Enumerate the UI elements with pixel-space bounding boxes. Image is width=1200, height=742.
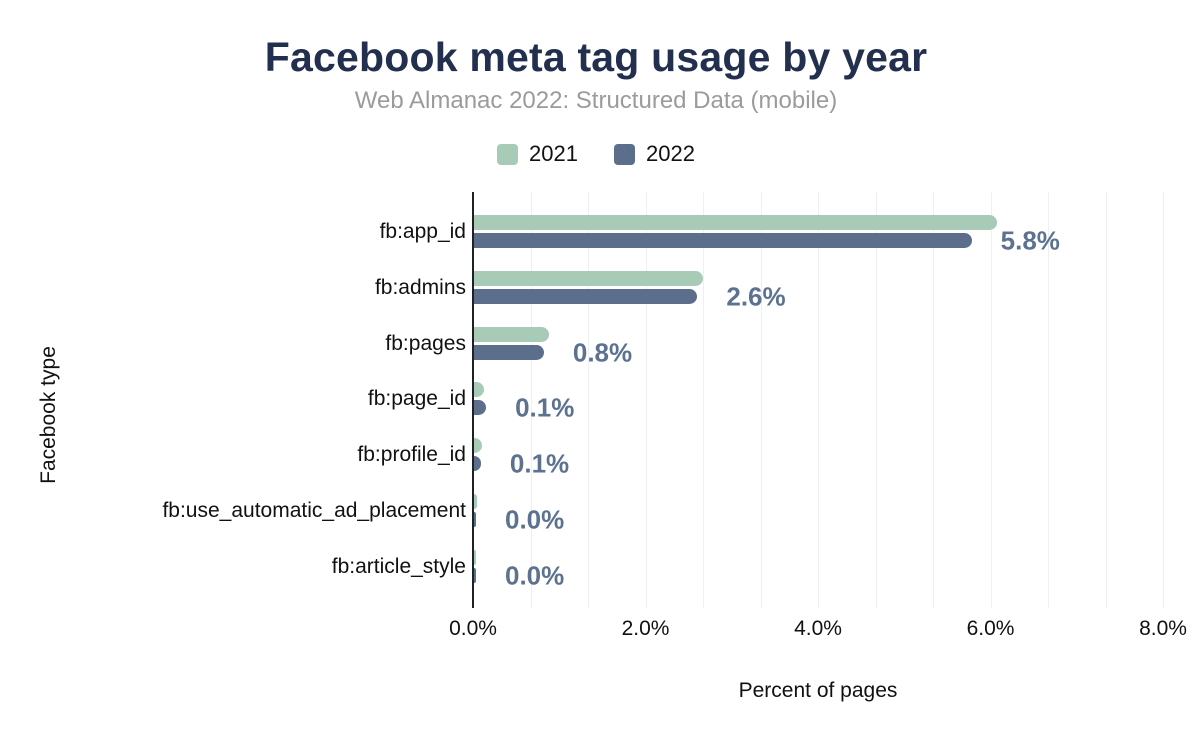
bar-2021-fb:article_style xyxy=(474,549,476,565)
chart-subtitle: Web Almanac 2022: Structured Data (mobil… xyxy=(354,87,838,114)
legend-label: 2021 xyxy=(529,141,578,166)
bar-2021-fb:profile_id xyxy=(474,438,482,454)
x-axis-title: Percent of pages xyxy=(738,679,898,702)
value-label: 2.6% xyxy=(726,281,786,312)
gridline xyxy=(818,192,819,608)
value-label: 0.1% xyxy=(509,448,570,479)
gridline xyxy=(588,192,589,608)
bar-2022-fb:profile_id xyxy=(474,456,481,472)
legend-item-2022: 2022 xyxy=(614,141,695,167)
x-tick-label: 0.0% xyxy=(449,617,497,640)
bar-2021-fb:page_id xyxy=(474,382,485,398)
value-label: 0.0% xyxy=(505,560,565,591)
category-label: fb:pages xyxy=(385,331,466,355)
x-tick-label: 4.0% xyxy=(794,617,842,640)
y-axis-title: Facebook type xyxy=(37,346,60,484)
plot-area: 5.8% 2.6% 0.8% 0.1% 0.1% 0.0% 0.0% xyxy=(472,192,1164,608)
value-label: 0.8% xyxy=(572,337,633,368)
legend-label: 2022 xyxy=(646,141,695,166)
legend: 2021 2022 xyxy=(0,141,1192,167)
chart-title: Facebook meta tag usage by year xyxy=(264,34,928,80)
x-tick-label: 2.0% xyxy=(621,617,670,640)
category-label: fb:admins xyxy=(374,275,466,299)
gridline xyxy=(645,192,647,608)
gridline xyxy=(1163,192,1164,608)
bar-2022-fb:app_id xyxy=(474,233,972,248)
bar-2022-fb:page_id xyxy=(474,400,487,416)
category-label: fb:profile_id xyxy=(357,443,466,467)
bar-2022-fb:article_style xyxy=(474,567,476,583)
category-label: fb:article_style xyxy=(331,554,466,578)
bar-2022-fb:use_automatic_ad_placement xyxy=(474,512,476,527)
value-label: 5.8% xyxy=(1000,225,1060,256)
category-label: fb:page_id xyxy=(367,387,466,411)
legend-swatch-icon xyxy=(614,143,635,165)
gridline xyxy=(875,192,877,608)
gridline xyxy=(703,192,704,608)
legend-item-2021: 2021 xyxy=(497,141,578,167)
gridline xyxy=(933,192,934,608)
gridline xyxy=(1105,192,1107,608)
gridline xyxy=(760,192,762,608)
bar-2021-fb:pages xyxy=(474,326,550,342)
bar-2022-fb:admins xyxy=(474,288,698,304)
category-label: fb:app_id xyxy=(379,220,466,243)
x-tick-label: 8.0% xyxy=(1139,617,1187,640)
gridline xyxy=(530,192,532,608)
bar-2021-fb:use_automatic_ad_placement xyxy=(474,494,477,509)
gridline xyxy=(1048,192,1049,608)
value-label: 0.1% xyxy=(515,392,575,423)
bar-2021-fb:app_id xyxy=(474,215,997,230)
gridline xyxy=(990,192,992,608)
y-axis-line xyxy=(472,192,474,608)
x-tick-label: 6.0% xyxy=(966,617,1015,640)
bar-2022-fb:pages xyxy=(474,344,544,360)
legend-swatch-icon xyxy=(497,143,519,165)
bar-2021-fb:admins xyxy=(474,270,703,286)
value-label: 0.0% xyxy=(505,504,565,535)
category-label: fb:use_automatic_ad_placement xyxy=(162,499,466,522)
